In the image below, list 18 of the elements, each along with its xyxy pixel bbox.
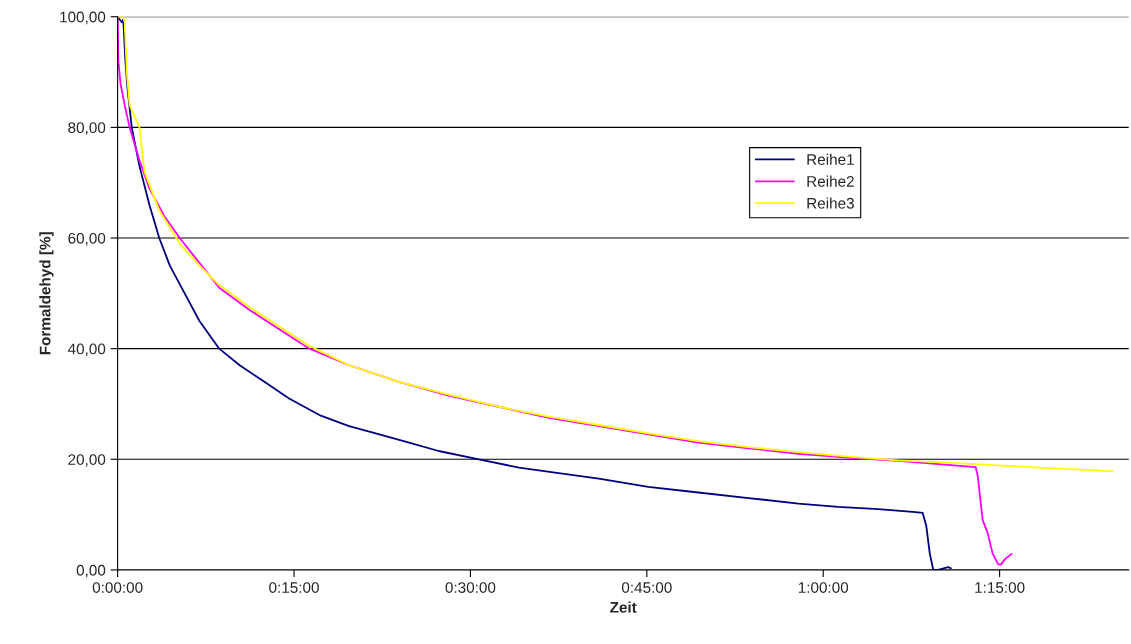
y-tick-label: 20,00 [68, 454, 106, 467]
x-tick-label: 0:15:00 [269, 582, 319, 593]
y-tick-label: 80,00 [68, 122, 106, 135]
x-tick-label: 1:15:00 [975, 582, 1025, 593]
y-axis-title: Formaldehyd [%] [39, 232, 54, 355]
x-tick-label: 0:30:00 [445, 582, 496, 593]
line-series [117, 16, 1114, 473]
legend-label: Reihe3 [807, 197, 854, 209]
legend-label: Reihe1 [807, 153, 854, 165]
x-tick-label: 0:00:00 [92, 582, 143, 593]
legend-label: Reihe2 [807, 175, 854, 187]
y-tick-label: 40,00 [67, 343, 106, 357]
x-axis-title: Zeit [610, 601, 637, 613]
y-tick-label: 60,00 [68, 232, 106, 246]
y-tick-label: 0,00 [76, 564, 106, 578]
x-tick-label: 1:00:00 [798, 582, 849, 593]
y-tick-label: 100,00 [60, 11, 106, 25]
x-tick-label: 0:45:00 [621, 582, 672, 593]
